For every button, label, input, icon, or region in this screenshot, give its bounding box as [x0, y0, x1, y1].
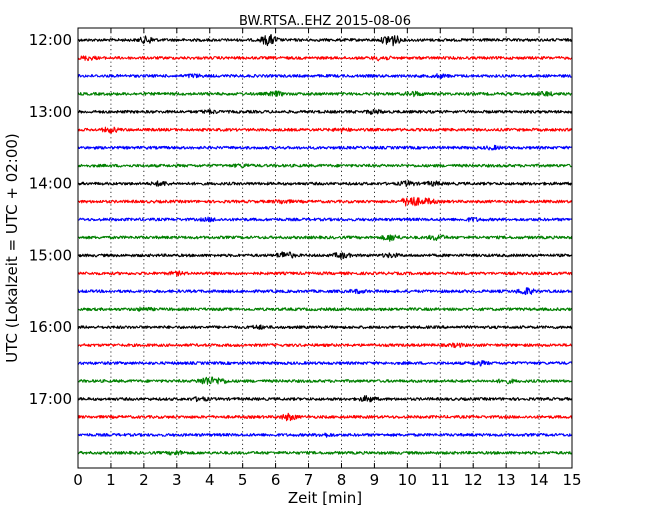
trace-1515	[77, 270, 573, 277]
y-tick-label-16:00: 16:00	[29, 318, 72, 336]
trace-1445	[77, 234, 573, 242]
trace-1200	[77, 34, 573, 47]
x-tick-label-11: 11	[431, 471, 450, 489]
x-tick-label-5: 5	[238, 471, 248, 489]
axis-ticks	[77, 28, 573, 468]
x-axis-label: Zeit [min]	[288, 489, 362, 507]
x-tick-label-10: 10	[398, 471, 417, 489]
y-tick-label-13:00: 13:00	[29, 103, 72, 121]
x-tick-label-9: 9	[370, 471, 380, 489]
trace-1530	[77, 287, 573, 296]
trace-1645	[77, 376, 573, 385]
x-tick-label-7: 7	[304, 471, 314, 489]
x-tick-label-6: 6	[271, 471, 281, 489]
x-tick-label-2: 2	[139, 471, 149, 489]
y-axis-label: UTC (Lokalzeit = UTC + 02:00)	[3, 133, 21, 363]
trace-1745	[77, 450, 573, 456]
x-tick-label-15: 15	[562, 471, 581, 489]
traces	[77, 34, 573, 456]
chart-title: BW.RTSA..EHZ 2015-08-06	[239, 14, 411, 29]
x-tick-label-12: 12	[464, 471, 483, 489]
y-tick-label-17:00: 17:00	[29, 390, 72, 408]
trace-1500	[77, 251, 573, 260]
trace-1545	[77, 306, 573, 312]
x-tick-label-3: 3	[172, 471, 182, 489]
trace-1315	[77, 126, 573, 134]
y-tick-labels: 12:00 13:00 14:00 15:00 16:00 17:00	[29, 31, 72, 408]
trace-1215	[77, 55, 573, 62]
x-tick-label-8: 8	[337, 471, 347, 489]
plot-frame	[77, 27, 573, 469]
trace-1430	[77, 216, 573, 223]
x-tick-label-1: 1	[106, 471, 116, 489]
trace-1230	[77, 73, 573, 79]
trace-1245	[77, 90, 573, 98]
trace-1400	[77, 180, 573, 187]
trace-1615	[77, 342, 573, 349]
y-tick-label-12:00: 12:00	[29, 31, 72, 49]
trace-1730	[77, 432, 573, 438]
trace-1700	[77, 394, 573, 403]
x-tick-label-13: 13	[497, 471, 516, 489]
trace-1630	[77, 360, 573, 367]
trace-1300	[77, 108, 573, 115]
x-tick-labels: 0 1 2 3 4 5 6 7 8 9 10 11 12 13 14 15	[73, 471, 581, 489]
trace-1415	[77, 196, 573, 207]
x-tick-label-4: 4	[205, 471, 215, 489]
x-tick-label-0: 0	[73, 471, 83, 489]
trace-1330	[77, 144, 573, 151]
trace-1345	[77, 163, 573, 169]
y-tick-label-14:00: 14:00	[29, 175, 72, 193]
y-tick-label-15:00: 15:00	[29, 246, 72, 264]
trace-1600	[77, 324, 573, 330]
trace-1715	[77, 412, 573, 422]
x-tick-label-14: 14	[530, 471, 549, 489]
